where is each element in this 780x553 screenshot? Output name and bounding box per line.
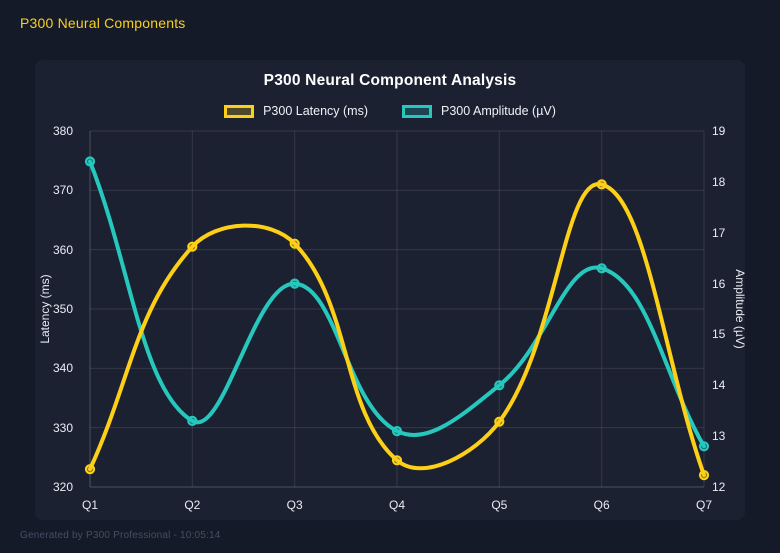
x-axis-tick-label: Q6	[593, 498, 610, 512]
data-point-marker	[698, 470, 710, 481]
app-header-title: P300 Neural Components	[20, 15, 186, 31]
data-point-marker	[596, 263, 607, 274]
chart-panel: P300 Neural Component Analysis P300 Late…	[35, 60, 747, 520]
y-right-tick-label: 15	[712, 327, 726, 342]
data-point-marker	[84, 156, 96, 167]
right-axis-title: Amplitude (µV)	[733, 269, 747, 349]
x-axis-tick-label: Q5	[491, 498, 508, 512]
x-axis-tick-label: Q3	[286, 498, 303, 512]
y-left-tick-label: 340	[52, 361, 73, 376]
legend-label: P300 Latency (ms)	[263, 104, 368, 118]
x-axis-tick-label: Q2	[184, 498, 201, 512]
y-right-tick-label: 16	[712, 276, 726, 291]
data-point-marker	[289, 238, 300, 249]
y-right-tick-label: 19	[712, 124, 726, 138]
legend-label: P300 Amplitude (µV)	[441, 104, 556, 118]
data-point-marker	[391, 455, 403, 466]
y-left-tick-label: 380	[52, 124, 73, 138]
chart-title: P300 Neural Component Analysis	[263, 72, 517, 89]
x-axis-tick-label: Q4	[388, 498, 405, 512]
legend-swatch-icon	[224, 104, 255, 118]
y-left-tick-label: 320	[52, 480, 73, 494]
series-line-amplitude	[88, 159, 706, 449]
data-point-marker	[84, 464, 96, 475]
plot-area	[84, 130, 710, 488]
data-point-marker	[289, 278, 300, 289]
y-right-tick-label: 13	[712, 429, 726, 444]
legend-swatch-icon	[402, 104, 432, 118]
footer-status-text: Generated by P300 Professional - 10:05:1…	[20, 530, 221, 541]
data-point-marker	[391, 426, 403, 437]
data-point-marker	[494, 380, 505, 391]
data-point-marker	[187, 241, 198, 252]
y-right-tick-label: 14	[712, 378, 726, 393]
y-left-tick-label: 370	[52, 183, 73, 198]
x-axis-tick-label: Q1	[81, 498, 98, 512]
y-right-tick-label: 12	[712, 480, 726, 494]
chart-legend: P300 Latency (ms) P300 Amplitude (µV)	[35, 104, 745, 118]
data-point-marker	[596, 179, 607, 190]
legend-item-latency[interactable]: P300 Latency (ms)	[224, 104, 368, 118]
y-right-tick-label: 18	[712, 174, 726, 189]
series-line-latency	[88, 182, 706, 478]
y-left-tick-label: 360	[52, 242, 73, 257]
y-left-tick-label: 350	[52, 302, 73, 316]
data-point-marker	[494, 416, 505, 427]
x-axis-tick-label: Q7	[695, 498, 712, 512]
legend-item-amplitude[interactable]: P300 Amplitude (µV)	[402, 104, 556, 118]
y-right-tick-label: 17	[712, 225, 726, 240]
y-left-tick-label: 330	[52, 420, 73, 435]
data-point-marker	[187, 415, 198, 426]
data-point-marker	[698, 441, 710, 452]
